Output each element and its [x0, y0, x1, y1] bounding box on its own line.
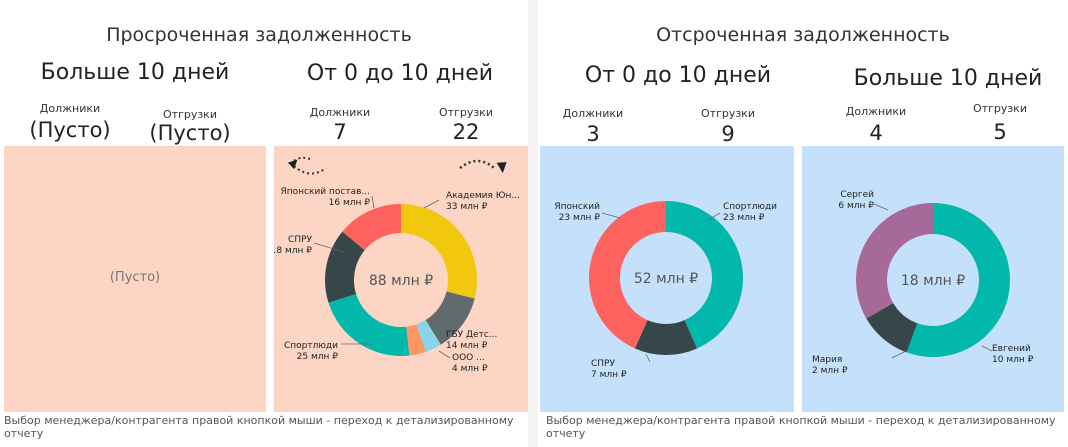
back-arrows-icon[interactable]	[287, 156, 327, 175]
slice-label: Спортлюди	[284, 341, 338, 351]
debtors-label: Должники	[39, 102, 101, 115]
footer-hint: Выбор менеджера/контрагента правой кнопк…	[4, 414, 514, 440]
debtors-label: Должники	[845, 105, 907, 118]
donut-slice[interactable]	[856, 203, 933, 319]
deferred-over-10-donut-chart[interactable]: Евгений 10 млн ₽ Мария 2 млн ₽ Сергей 6 млн ₽…	[802, 146, 1064, 412]
donut-center-total: 18 млн ₽	[901, 273, 965, 289]
leader-line	[423, 199, 440, 209]
leader-line	[645, 353, 651, 363]
leader-line	[601, 212, 621, 219]
deferred-0-10-donut-chart[interactable]: Спортлюди 23 млн ₽ СПРУ 7 млн ₽ Японский 23 м…	[540, 146, 794, 412]
slice-value-label: 33 млн ₽	[446, 202, 488, 212]
slice-value-label: 4 млн ₽	[452, 364, 488, 374]
shipments-label: Отгрузки	[973, 102, 1027, 115]
donut-slice[interactable]	[401, 204, 477, 299]
shipments-value: 9	[721, 122, 735, 146]
leader-line	[707, 212, 721, 221]
donut-slice[interactable]	[589, 201, 666, 349]
slice-label: Японский	[554, 202, 600, 212]
slice-value-label: 14 млн ₽	[446, 341, 488, 351]
shipments-value: 5	[993, 120, 1007, 144]
donut-slice[interactable]	[906, 203, 1010, 357]
slice-label: Евгений	[992, 344, 1031, 354]
donut-chart-svg[interactable]: Академия Юн...33 млн ₽ ГБУ Детс...14 млн …	[271, 146, 528, 412]
overdue-debt-panel: Просроченная задолженность Больше 10 дне…	[0, 0, 528, 447]
forward-arrows-icon[interactable]	[459, 158, 510, 174]
slice-label: Мария	[812, 355, 842, 365]
footer-hint: Выбор менеджера/контрагента правой кнопк…	[546, 414, 1056, 440]
debtors-label: Должники	[562, 107, 624, 120]
deferred-debt-panel: Отсроченная задолженность От 0 до 10 дне…	[538, 0, 1068, 447]
section-heading: Больше 10 дней	[853, 66, 1043, 91]
leader-line	[981, 345, 993, 352]
empty-chart-area[interactable]: (Пусто)	[4, 146, 266, 412]
donut-slice[interactable]	[406, 324, 426, 356]
debtors-value: 3	[586, 122, 600, 146]
slice-value-label: 2 млн ₽	[812, 366, 848, 376]
donut-slice[interactable]	[634, 320, 698, 355]
panel-title: Отсроченная задолженность	[656, 24, 950, 46]
empty-chart-text: (Пусто)	[109, 270, 161, 285]
section-heading: От 0 до 10 дней	[584, 63, 772, 88]
slice-label: ООО ...	[452, 353, 485, 363]
donut-center-total: 88 млн ₽	[369, 273, 433, 289]
slice-value-label: 6 млн ₽	[838, 201, 874, 211]
slice-label: Академия Юн...	[446, 191, 520, 201]
donut-slice[interactable]	[866, 303, 918, 353]
slice-label: СПРУ	[591, 359, 615, 369]
donut-center-total: 52 млн ₽	[634, 271, 698, 287]
slice-value-label: 7 млн ₽	[591, 370, 627, 380]
leader-line	[371, 195, 375, 209]
leader-line	[313, 242, 345, 253]
shipments-label: Отгрузки	[439, 106, 493, 119]
donut-slice[interactable]	[342, 204, 401, 251]
section-heading: От 0 до 10 дней	[306, 61, 494, 86]
slice-label: Спортлюди	[723, 202, 777, 212]
shipments-value: (Пусто)	[149, 121, 231, 145]
debtors-value: 7	[333, 120, 347, 144]
leader-line	[438, 350, 451, 359]
shipments-value: 22	[452, 120, 480, 144]
slice-value-label: 23 млн ₽	[559, 213, 601, 223]
leader-line	[891, 350, 907, 359]
debtors-value: (Пусто)	[29, 118, 111, 142]
debtors-value: 4	[869, 121, 883, 145]
donut-slice[interactable]	[328, 294, 410, 356]
slice-value-label: 18 млн ₽	[274, 246, 312, 256]
overdue-0-10-donut-chart[interactable]: Академия Юн... 33 млн ₽ ГБУ Детс... 14 млн …	[271, 146, 528, 412]
leader-line	[443, 319, 460, 337]
slice-label: Сергей	[840, 190, 874, 200]
slice-label: СПРУ	[288, 235, 312, 245]
slice-value-label: 16 млн ₽	[329, 198, 371, 208]
donut-slice[interactable]	[666, 201, 743, 349]
slice-label: ГБУ Детс...	[446, 330, 497, 340]
leader-line	[873, 203, 889, 211]
slice-value-label: 23 млн ₽	[723, 213, 765, 223]
section-heading: Больше 10 дней	[40, 60, 230, 85]
donut-slice[interactable]	[416, 320, 441, 352]
donut-slice[interactable]	[425, 291, 475, 345]
slice-value-label: 10 млн ₽	[992, 355, 1034, 365]
slice-label: Японский постав...	[281, 187, 370, 197]
shipments-label: Отгрузки	[163, 108, 217, 121]
slice-value-label: 25 млн ₽	[297, 352, 339, 362]
debtors-label: Должники	[309, 106, 371, 119]
shipments-label: Отгрузки	[701, 107, 755, 120]
panel-title: Просроченная задолженность	[106, 24, 412, 46]
